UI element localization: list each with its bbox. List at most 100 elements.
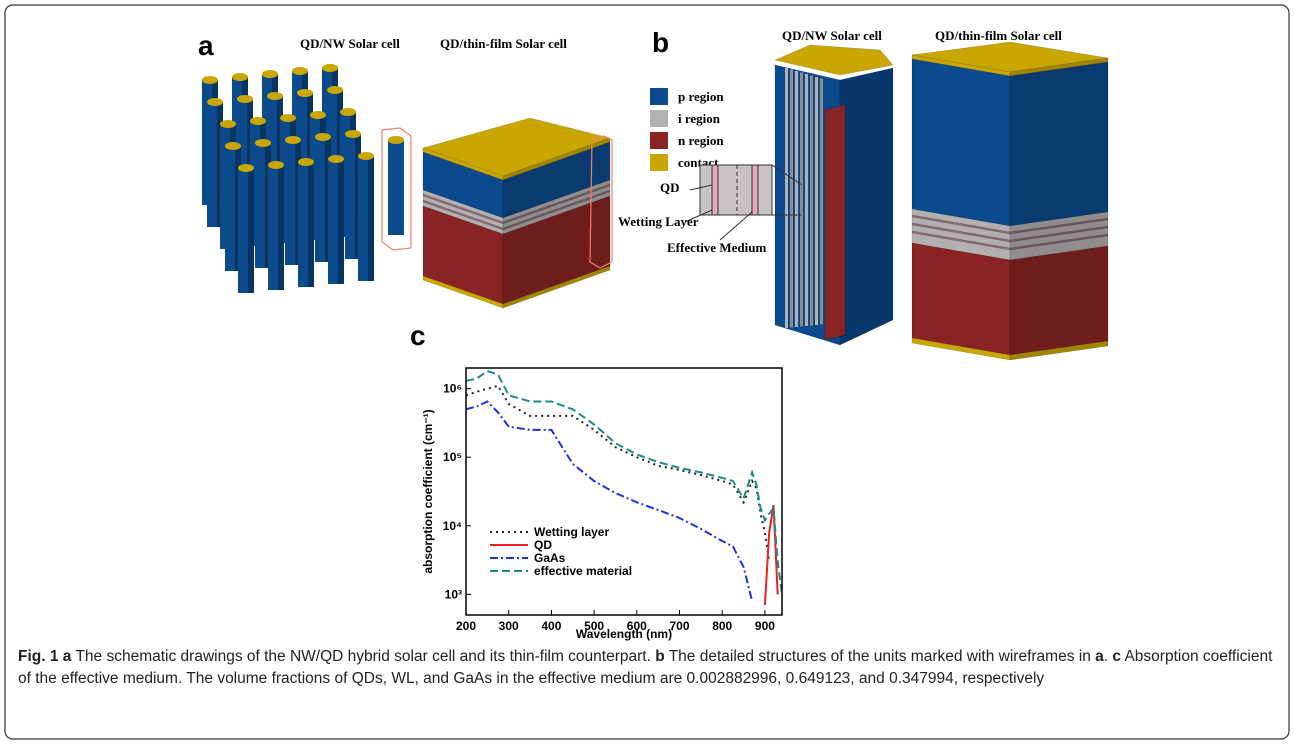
annotation: Wetting Layer bbox=[618, 214, 699, 229]
nanowire-top bbox=[237, 95, 253, 103]
panel-title: QD/NW Solar cell bbox=[782, 28, 882, 43]
legend-label: i region bbox=[678, 111, 721, 126]
nanowire-top bbox=[345, 130, 361, 138]
box-face bbox=[1009, 340, 1109, 361]
box-face bbox=[911, 58, 1011, 227]
nanowire-top bbox=[220, 120, 236, 128]
y-tick-label: 10⁵ bbox=[443, 450, 462, 464]
legend-swatch bbox=[650, 88, 668, 105]
caption-part: a bbox=[62, 648, 72, 665]
series-line bbox=[466, 400, 754, 602]
wireframe bbox=[381, 127, 412, 251]
nanowire-top bbox=[310, 111, 326, 119]
x-tick-label: 900 bbox=[755, 619, 775, 633]
nanowire-top bbox=[292, 67, 308, 75]
nanowire-top bbox=[238, 164, 254, 172]
nanowire-side bbox=[368, 156, 374, 281]
nanowire-top bbox=[358, 152, 374, 160]
caption-part: c bbox=[1112, 648, 1122, 665]
nanowire-top bbox=[255, 139, 271, 147]
annotation: QD bbox=[660, 180, 680, 195]
annotation: Effective Medium bbox=[667, 240, 766, 255]
nanowire-top bbox=[774, 44, 894, 76]
nanowire-top bbox=[280, 114, 296, 122]
legend-swatch bbox=[650, 154, 668, 171]
x-tick-label: 300 bbox=[499, 619, 519, 633]
nanowire-top bbox=[327, 86, 343, 94]
frame bbox=[4, 4, 1290, 740]
x-tick-label: 500 bbox=[584, 619, 604, 633]
nanowire-top bbox=[285, 136, 301, 144]
legend-label: QD bbox=[534, 538, 552, 552]
caption-part: . bbox=[1103, 648, 1113, 665]
nanowire-top bbox=[297, 89, 313, 97]
leader bbox=[719, 211, 753, 241]
leader bbox=[684, 209, 713, 223]
nanowire-side bbox=[248, 168, 254, 293]
nanowire-top bbox=[315, 133, 331, 141]
box-face bbox=[1009, 61, 1109, 227]
nanowire-top bbox=[322, 64, 338, 72]
series-line bbox=[763, 504, 779, 606]
nanowire-stripe bbox=[815, 77, 818, 325]
nanowire-top bbox=[340, 108, 356, 116]
box-face bbox=[911, 242, 1011, 356]
nanowire-stripe bbox=[795, 71, 798, 327]
inset-box bbox=[699, 164, 773, 216]
legend-label: GaAs bbox=[534, 551, 566, 565]
series-line bbox=[466, 384, 771, 562]
y-tick-label: 10⁴ bbox=[443, 519, 462, 533]
panel-label: b bbox=[652, 27, 669, 58]
x-tick-label: 200 bbox=[456, 619, 476, 633]
x-tick-label: 400 bbox=[541, 619, 561, 633]
panel-title: QD/NW Solar cell bbox=[300, 36, 400, 51]
chart: 200 300 400 500 600 700 800 900 10³ 10⁴ 10⁵ 10⁶ Wett… bbox=[421, 367, 783, 641]
wireframe bbox=[589, 135, 613, 269]
leader bbox=[689, 184, 713, 191]
nanowire-stripe bbox=[800, 72, 803, 327]
y-axis-label: absorption coefficient (cm⁻¹) bbox=[421, 409, 435, 573]
nanowire-top bbox=[268, 161, 284, 169]
legend-swatch bbox=[650, 110, 668, 127]
nanowire-top bbox=[232, 73, 248, 81]
panel-title: QD/thin-film Solar cell bbox=[440, 36, 567, 51]
x-tick-label: 800 bbox=[712, 619, 732, 633]
legend-label: Wetting layer bbox=[534, 525, 609, 539]
y-tick-label: 10³ bbox=[445, 587, 462, 601]
leader bbox=[771, 164, 803, 186]
legend-label: effective material bbox=[534, 564, 632, 578]
nanowire-core bbox=[824, 104, 846, 341]
plot-frame bbox=[465, 367, 783, 616]
nanowire-top bbox=[225, 142, 241, 150]
nanowire-stripe bbox=[805, 74, 808, 326]
series-line bbox=[466, 369, 782, 595]
x-axis-label: Wavelength (nm) bbox=[576, 627, 672, 641]
nanowire-top bbox=[262, 70, 278, 78]
nanowire-stripe bbox=[820, 78, 823, 325]
nanowire-side bbox=[338, 159, 344, 284]
caption-part: a bbox=[1095, 648, 1104, 665]
nanowire bbox=[388, 140, 404, 235]
y-tick-label: 10⁶ bbox=[443, 382, 462, 396]
caption-fig: Fig. 1 bbox=[18, 648, 59, 665]
caption-part: The detailed structures of the units mar… bbox=[664, 648, 1096, 665]
legend-label: p region bbox=[678, 89, 724, 104]
nanowire-body bbox=[839, 67, 894, 346]
nanowire-side bbox=[308, 162, 314, 287]
nanowire-stripe bbox=[810, 75, 813, 326]
panel-label: a bbox=[198, 30, 214, 61]
inset-layer bbox=[751, 164, 759, 216]
panel-title: QD/thin-film Solar cell bbox=[935, 28, 1062, 43]
caption-part: The schematic drawings of the NW/QD hybr… bbox=[71, 648, 656, 665]
inset-layer bbox=[711, 164, 719, 216]
box-face bbox=[502, 265, 611, 309]
nanowire-top bbox=[328, 155, 344, 163]
nanowire-top bbox=[267, 92, 283, 100]
box-face bbox=[1009, 245, 1109, 356]
caption-part: b bbox=[655, 648, 665, 665]
nanowire-side bbox=[278, 165, 284, 290]
nanowire-top bbox=[250, 117, 266, 125]
